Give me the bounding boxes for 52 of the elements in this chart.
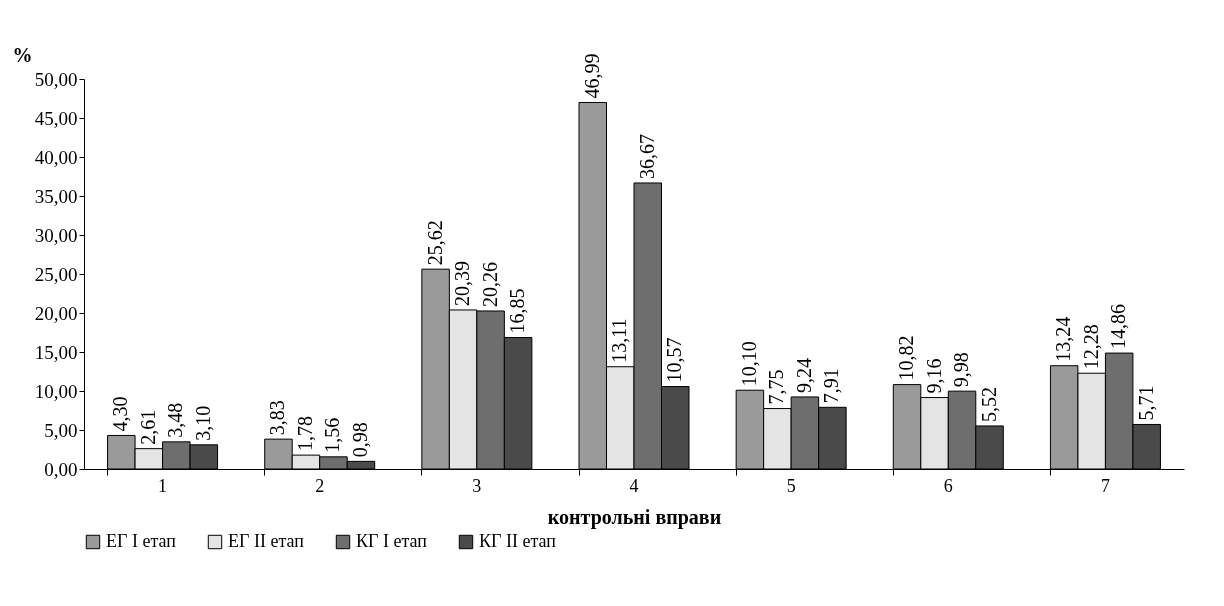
y-tick-label: 5,00 bbox=[44, 419, 78, 441]
data-label: 13,11 bbox=[608, 318, 631, 363]
data-label: 36,67 bbox=[635, 133, 658, 179]
data-label: 25,62 bbox=[423, 220, 446, 266]
data-label: 3,10 bbox=[191, 405, 214, 441]
x-tick-label: 3 bbox=[472, 475, 482, 496]
y-tick-label: 15,00 bbox=[34, 341, 78, 363]
y-tick-label: 45,00 bbox=[34, 107, 78, 129]
data-label: 20,26 bbox=[478, 261, 501, 307]
data-label: 2,61 bbox=[136, 409, 159, 445]
y-tick-label: 20,00 bbox=[34, 302, 78, 324]
legend-label: ЕГ ІІ етап bbox=[228, 531, 305, 551]
y-tick-label: 25,00 bbox=[34, 263, 78, 285]
legend-label: ЕГ І етап bbox=[106, 531, 177, 551]
data-label: 9,24 bbox=[792, 357, 815, 393]
data-label: 7,75 bbox=[765, 369, 788, 405]
data-label: 1,78 bbox=[293, 416, 316, 452]
data-label: 10,10 bbox=[737, 341, 760, 387]
data-label: 9,16 bbox=[922, 358, 945, 394]
x-tick-label: 2 bbox=[315, 475, 325, 496]
legend-label: КГ І етап bbox=[356, 531, 428, 551]
data-label: 1,56 bbox=[321, 417, 344, 453]
data-label: 12,28 bbox=[1079, 324, 1102, 370]
y-tick-label: 0,00 bbox=[44, 458, 78, 480]
data-label: 20,39 bbox=[451, 260, 474, 306]
data-label: 13,24 bbox=[1052, 316, 1075, 362]
legend-label: КГ ІІ етап bbox=[479, 531, 557, 551]
data-label: 5,71 bbox=[1134, 385, 1157, 421]
data-label: 10,82 bbox=[895, 335, 918, 381]
data-label: 7,91 bbox=[820, 368, 843, 404]
y-tick-label: 40,00 bbox=[34, 146, 78, 168]
data-label: 4,30 bbox=[109, 396, 132, 432]
y-tick-label: 10,00 bbox=[34, 380, 78, 402]
y-tick-label: 30,00 bbox=[34, 224, 78, 246]
x-axis-title: контрольні вправи bbox=[547, 505, 722, 529]
data-label: 5,52 bbox=[977, 386, 1000, 422]
data-label: 9,98 bbox=[950, 352, 973, 388]
x-tick-label: 5 bbox=[786, 475, 796, 496]
x-tick-label: 4 bbox=[629, 475, 639, 496]
x-tick-label: 7 bbox=[1100, 475, 1110, 496]
data-label: 0,98 bbox=[348, 422, 371, 458]
y-axis-title: % bbox=[12, 43, 33, 66]
y-tick-label: 50,00 bbox=[34, 68, 78, 90]
data-label: 46,99 bbox=[580, 53, 603, 99]
data-label: 14,86 bbox=[1107, 304, 1130, 350]
y-tick-label: 35,00 bbox=[34, 185, 78, 207]
x-tick-label: 1 bbox=[158, 475, 168, 496]
data-label: 16,85 bbox=[506, 288, 529, 334]
data-label: 3,48 bbox=[164, 402, 187, 438]
data-label: 3,83 bbox=[266, 400, 289, 436]
data-label: 10,57 bbox=[663, 337, 686, 383]
x-tick-label: 6 bbox=[943, 475, 953, 496]
